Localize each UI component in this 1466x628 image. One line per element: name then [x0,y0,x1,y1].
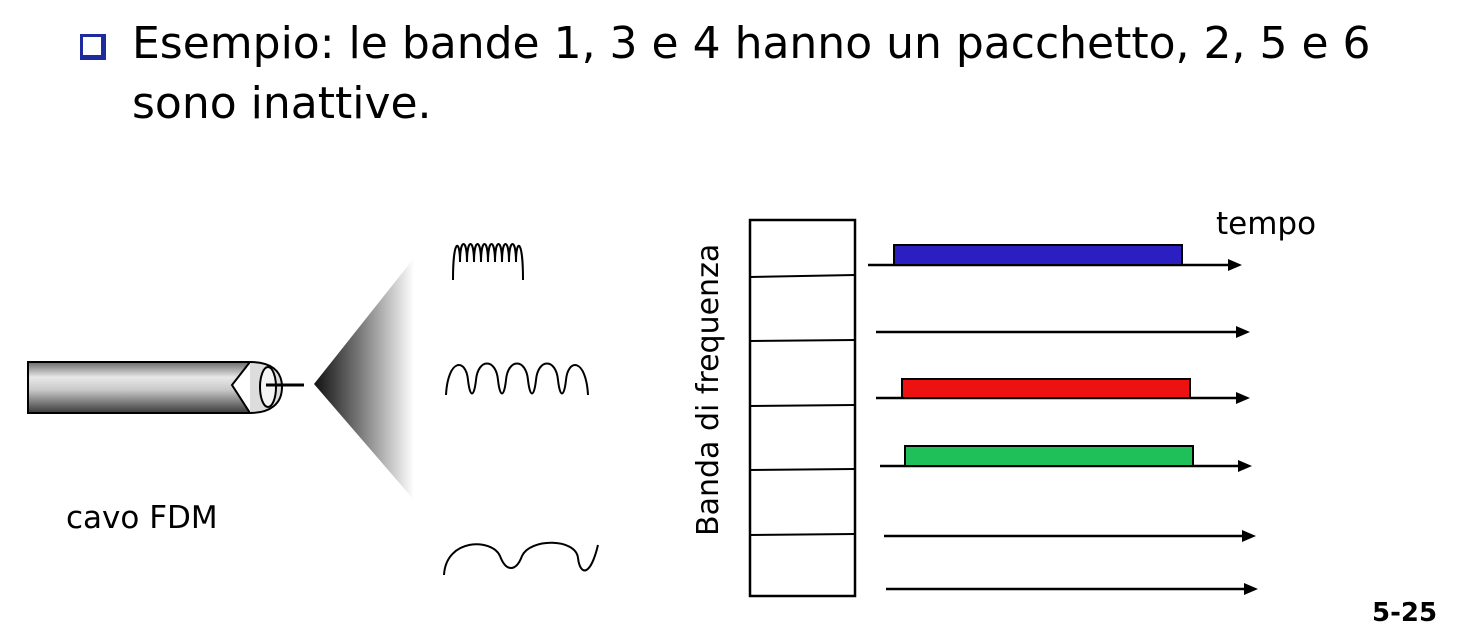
band-3-packet [901,378,1191,399]
low-frequency-wave-icon [443,541,599,576]
bullet-square-icon [80,34,106,60]
band-2-time-axis [876,326,1250,338]
cable-label: cavo FDM [66,500,218,536]
frequency-bands-column [748,218,857,598]
page-number: 5-25 [1372,598,1438,628]
band-1-packet [893,244,1183,266]
high-frequency-wave-icon [452,243,524,281]
medium-frequency-wave-icon [445,362,589,396]
band-4-packet [904,445,1194,467]
time-axis-label: tempo [1216,206,1317,242]
frequency-axis-label: Banda di frequenza [691,243,726,536]
fdm-cable [27,361,304,414]
time-axes [868,259,1258,595]
band-6-time-axis [886,583,1258,595]
spectrum-cone [314,258,414,500]
bullet-text: Esempio: le bande 1, 3 e 4 hanno un pacc… [132,18,1371,129]
band-5-time-axis [884,530,1256,542]
